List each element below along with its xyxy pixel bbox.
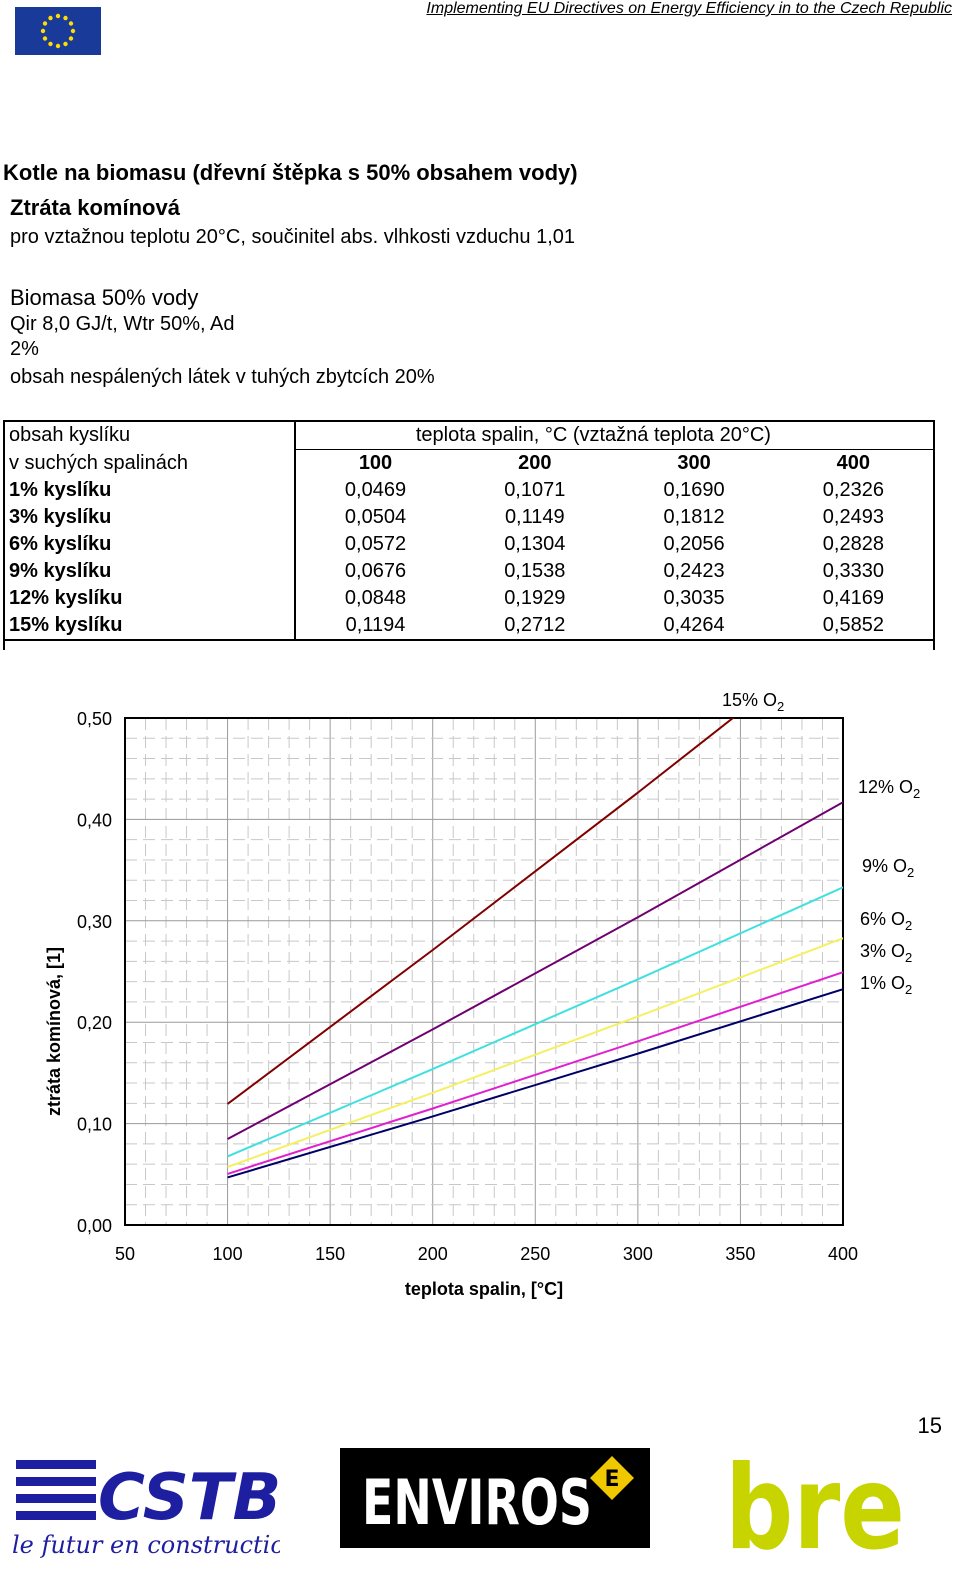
table-row: 9% kyslíku 0,0676 0,1538 0,2423 0,3330 [3, 558, 933, 585]
enviros-badge: E [604, 1467, 619, 1492]
series-line [227, 801, 843, 1140]
row-label: 6% kyslíku [3, 531, 296, 558]
x-tick-label: 350 [725, 1244, 755, 1264]
table-cell: 0,0676 [344, 560, 407, 582]
table-cell: 0,1149 [504, 506, 565, 528]
bre-logo: bre [725, 1441, 905, 1568]
series-line [226, 718, 735, 1105]
row-label: 3% kyslíku [3, 504, 296, 531]
table-row: 3% kyslíku 0,0504 0,1149 0,1812 0,2493 [3, 504, 933, 531]
row-header-2: v suchých spalinách [3, 449, 296, 477]
table-cell: 0,3035 [663, 587, 725, 609]
table-cell: 0,0504 [344, 506, 407, 528]
fuel-line-2: 2% [10, 338, 39, 360]
cstb-wordmark: CSTB [98, 1461, 280, 1535]
table-cell: 0,1812 [663, 506, 725, 528]
chimney-loss-chart: 0,00 0,10 0,20 0,30 0,40 0,50 50 100 150 200 250 30… [44, 690, 920, 1299]
column-header: 100 [358, 452, 393, 474]
x-tick-label: 400 [828, 1244, 858, 1264]
y-tick-label: 0,50 [77, 709, 112, 729]
y-tick-label: 0,30 [77, 912, 112, 932]
cstb-logo: CSTB le futur en construction [12, 1460, 280, 1559]
eu-flag-icon [15, 7, 101, 55]
row-label: 15% kyslíku [3, 612, 296, 641]
y-tick-label: 0,00 [77, 1216, 112, 1236]
table-cell: 0,5852 [773, 612, 933, 641]
reference-note: pro vztažnou teplotu 20°C, součinitel ab… [10, 226, 575, 248]
table-cell: 0,1538 [504, 560, 566, 582]
x-tick-label: 250 [520, 1244, 550, 1264]
y-axis-label: ztráta komínová, [1] [44, 947, 64, 1116]
column-group-header: teplota spalin, °C (vztažná teplota 20°C… [294, 420, 933, 450]
table-row: 1% kyslíku 0,0469 0,1071 0,1690 0,2326 [3, 477, 933, 504]
row-label: 9% kyslíku [3, 558, 296, 585]
series-label: 6% O2 [860, 909, 912, 933]
table-cell: 0,2056 [663, 533, 725, 555]
bre-wordmark: bre [725, 1441, 905, 1568]
fuel-name: Biomasa 50% vody [10, 285, 199, 310]
x-tick-label: 50 [115, 1244, 135, 1264]
table-cell: 0,2828 [822, 533, 884, 555]
section-subtitle: Ztráta komínová [10, 195, 180, 220]
y-tick-label: 0,10 [77, 1115, 112, 1135]
table-cell: 0,3330 [822, 560, 884, 582]
enviros-logo: ENVIROS E [340, 1448, 650, 1548]
series-label: 9% O2 [862, 856, 914, 880]
table-cell: 0,0572 [344, 533, 407, 555]
plot-frame [124, 717, 844, 1226]
table-cell: 0,2423 [663, 560, 725, 582]
fuel-line-1: Qir 8,0 GJ/t, Wtr 50%, Ad [10, 313, 235, 335]
series-label: 1% O2 [860, 973, 912, 997]
table-header-row-1: obsah kyslíku teplota spalin, °C (vztažn… [3, 420, 933, 450]
page-heading: Kotle na biomasu (dřevní štěpka s 50% ob… [3, 160, 578, 185]
row-label: 12% kyslíku [3, 585, 296, 612]
enviros-wordmark: ENVIROS [362, 1466, 592, 1539]
table-cell: 0,2712 [455, 612, 615, 641]
table-cell: 0,2493 [822, 506, 884, 528]
table-cell: 0,2326 [822, 479, 884, 501]
series-label: 15% O2 [722, 690, 784, 714]
x-tick-label: 300 [623, 1244, 653, 1264]
page-number: 15 [917, 1413, 942, 1438]
running-title: Implementing EU Directives on Energy Eff… [426, 0, 952, 17]
row-label: 1% kyslíku [3, 477, 296, 504]
table-cell: 0,4264 [614, 612, 774, 641]
table-cell: 0,1929 [504, 587, 566, 609]
x-tick-label: 100 [213, 1244, 243, 1264]
table-row: 6% kyslíku 0,0572 0,1304 0,2056 0,2828 [3, 531, 933, 558]
column-header: 400 [836, 452, 871, 474]
x-axis-label: teplota spalin, [°C] [405, 1279, 563, 1299]
table-cell: 0,1304 [504, 533, 566, 555]
series-label: 12% O2 [858, 777, 920, 801]
x-tick-label: 200 [418, 1244, 448, 1264]
table-header-row-2: v suchých spalinách 100 200 300 400 [3, 449, 933, 477]
y-tick-label: 0,40 [77, 810, 112, 830]
y-tick-label: 0,20 [77, 1013, 112, 1033]
series-line [227, 988, 843, 1179]
table-row: 12% kyslíku 0,0848 0,1929 0,3035 0,4169 [3, 585, 933, 612]
series-line [227, 937, 843, 1168]
x-tick-label: 150 [315, 1244, 345, 1264]
table-cell: 0,4169 [822, 587, 884, 609]
table-cell: 0,1690 [663, 479, 725, 501]
table-cell: 0,1194 [294, 612, 456, 641]
table-cell: 0,1071 [504, 479, 566, 501]
table-cell: 0,0469 [344, 479, 407, 501]
table-row: 15% kyslíku 0,1194 0,2712 0,4264 0,5852 [3, 612, 933, 641]
cstb-tagline: le futur en construction [12, 1531, 280, 1559]
series-label: 3% O2 [860, 941, 912, 965]
column-header: 300 [677, 452, 711, 474]
chimney-loss-table: obsah kyslíku teplota spalin, °C (vztažn… [3, 420, 933, 641]
fuel-line-3: obsah nespálených látek v tuhých zbytcíc… [10, 366, 435, 388]
series-line [227, 886, 843, 1158]
table-cell: 0,0848 [344, 587, 407, 609]
row-header-1: obsah kyslíku [3, 420, 296, 450]
series-line [227, 971, 843, 1175]
column-header: 200 [518, 452, 552, 474]
